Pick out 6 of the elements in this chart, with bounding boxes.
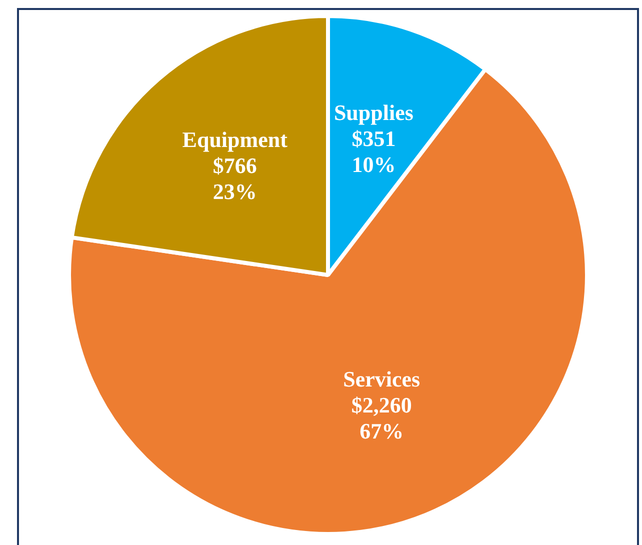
- slice-label: Equipment: [182, 126, 288, 152]
- data-label: $766 23%: [212, 152, 257, 204]
- slice-label: Services: [343, 366, 421, 392]
- slice-label: Supplies: [334, 100, 414, 125]
- data-label: $351 10%: [352, 126, 396, 177]
- data-label: $2,260 67%: [351, 392, 412, 444]
